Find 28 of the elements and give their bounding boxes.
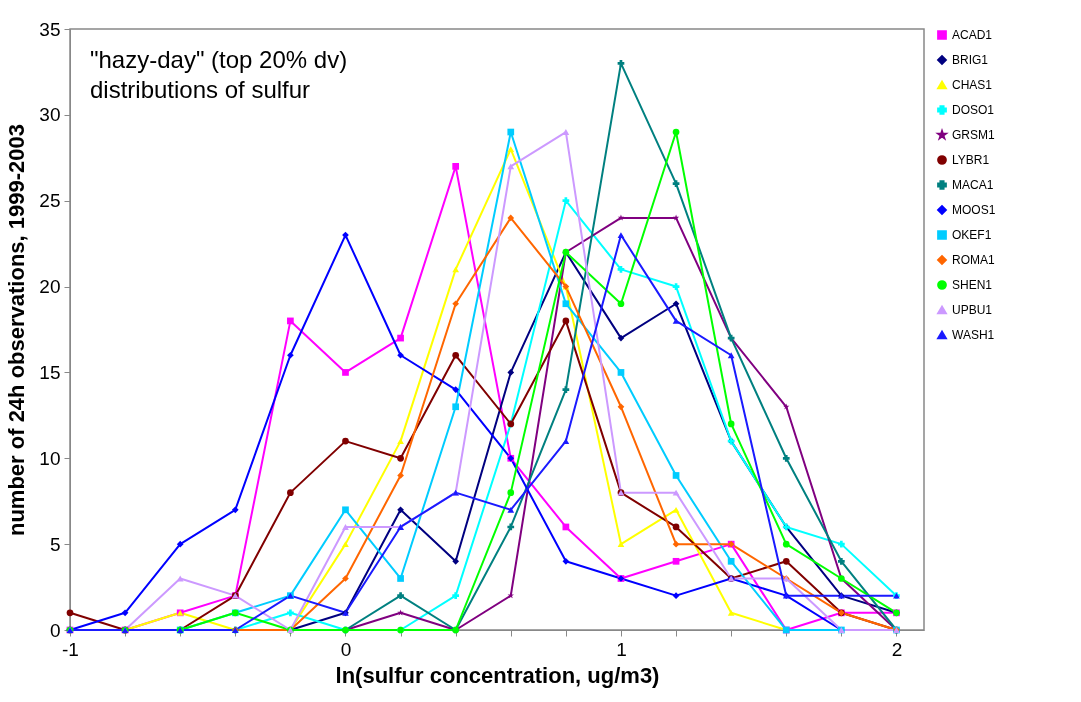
legend-label: GRSM1 (952, 128, 995, 142)
legend-label: ACAD1 (952, 28, 993, 42)
legend-label: ROMA1 (952, 253, 995, 267)
y-tick-label: 15 (39, 361, 61, 383)
y-tick-label: 0 (49, 619, 61, 641)
y-axis-title: number of 24h observations, 1999-2003 (4, 123, 30, 537)
legend-label: WASH1 (952, 328, 995, 342)
y-tick-label: 5 (49, 533, 61, 555)
legend-label: LYBR1 (952, 153, 990, 167)
y-tick-label: 10 (39, 447, 61, 469)
legend-label: OKEF1 (952, 228, 992, 242)
x-tick-label: 1 (616, 638, 627, 660)
legend-label: UPBU1 (952, 303, 993, 317)
y-tick-label: 20 (39, 276, 61, 298)
x-tick-label: -1 (62, 638, 79, 660)
x-axis-title: ln(sulfur concentration, ug/m3) (335, 662, 660, 688)
legend-label: BRIG1 (952, 53, 989, 67)
legend-label: CHAS1 (952, 78, 993, 92)
legend-label: SHEN1 (952, 278, 993, 292)
y-tick-label: 35 (39, 18, 61, 40)
x-tick-label: 0 (340, 638, 352, 660)
x-tick-label: 2 (891, 638, 903, 660)
y-tick-label: 30 (39, 104, 61, 126)
annotation: "hazy-day" (top 20% dv) distributions of sulfur (90, 46, 348, 103)
legend-label: MOOS1 (952, 203, 996, 217)
y-tick-label: 25 (39, 190, 61, 212)
legend-label: DOSO1 (952, 103, 995, 117)
legend-label: MACA1 (952, 178, 994, 192)
